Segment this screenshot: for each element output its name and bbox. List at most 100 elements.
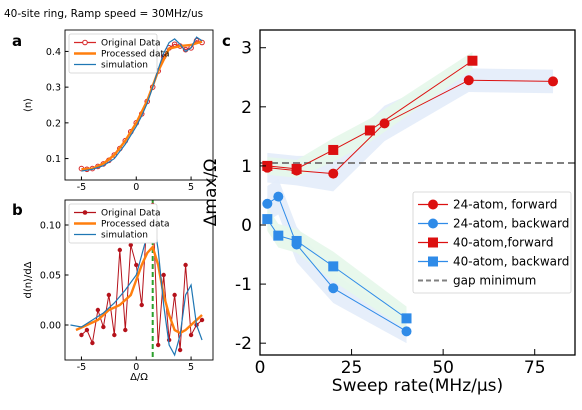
y-tick-label: 0.4 [46, 47, 61, 58]
y-tick-label: 0.3 [46, 83, 61, 94]
data-point [328, 168, 339, 179]
panel-label-a: a [12, 32, 22, 50]
x-tick-label: 50 [432, 358, 454, 378]
data-point [112, 332, 117, 338]
y-tick-label: 0.10 [40, 221, 61, 232]
data-point [139, 302, 144, 308]
legend-label: simulation [101, 231, 148, 241]
data-point [328, 283, 339, 294]
data-point [401, 313, 412, 324]
x-tick-label: 0 [133, 362, 139, 373]
legend-swatch-marker [428, 218, 438, 229]
data-point [101, 324, 106, 330]
data-point [401, 326, 412, 337]
data-point [262, 198, 273, 209]
data-point [273, 230, 284, 241]
data-point [273, 191, 284, 202]
legend-box [412, 191, 572, 294]
confidence-band-3 [267, 51, 473, 178]
data-point [117, 247, 123, 253]
data-point [123, 327, 128, 333]
y-tick-label: 1 [241, 157, 252, 177]
y-tick-label: -2 [235, 334, 252, 354]
y-tick-label: 0.2 [46, 118, 61, 129]
y-axis-label: d⟨n⟩/dΔ [23, 261, 34, 298]
x-tick-label: 75 [524, 358, 546, 378]
legend-swatch-marker [428, 237, 438, 248]
data-point [199, 317, 205, 323]
legend-label: Original Data [101, 39, 161, 49]
data-point [364, 125, 375, 136]
legend: 24-atom, forward 24-atom, backward 40-atom… [412, 191, 572, 294]
plot-frame [64, 29, 214, 181]
data-point [95, 307, 101, 313]
y-tick-label: 0 [241, 216, 252, 236]
data-point [84, 327, 90, 333]
y-axis-label: Δmax/Ω [201, 159, 221, 226]
x-tick-label: 5 [188, 182, 194, 193]
data-point [379, 118, 390, 129]
x-tick-label: 0 [255, 358, 266, 378]
data-point [463, 75, 474, 86]
y-axis-label: ⟨n⟩ [23, 98, 34, 112]
legend-label: 24-atom, forward [453, 198, 557, 212]
series-line-2 [75, 244, 203, 335]
x-tick-label: -5 [77, 362, 86, 373]
data-point [262, 214, 273, 225]
chart-b: -5 0 5 0.00 0.05 0.10 Δ/Ω d⟨n⟩/dΔ Original DataP… [23, 199, 214, 383]
x-tick-label: -5 [77, 182, 86, 193]
y-tick-label: 0.05 [40, 271, 61, 282]
data-point [128, 242, 133, 248]
data-point [188, 332, 194, 338]
figure-title: 40-site ring, Ramp speed = 30MHz/us [4, 8, 203, 20]
legend-label: Processed data [101, 50, 170, 60]
legend-box [68, 203, 158, 244]
x-tick-label: 5 [188, 362, 194, 373]
legend-label: Processed data [101, 220, 170, 230]
legend-label: 40-atom, backward [453, 255, 569, 269]
y-tick-label: 3 [241, 39, 252, 59]
data-point [106, 292, 112, 298]
x-tick-label: 25 [341, 358, 363, 378]
data-point [161, 272, 166, 278]
data-point [155, 342, 161, 348]
legend-swatch-marker [82, 210, 88, 215]
legend-swatch-marker [428, 199, 438, 210]
y-tick-label: -1 [235, 275, 252, 295]
legend-swatch-marker [82, 39, 88, 46]
data-point [134, 262, 139, 268]
legend-box [68, 33, 158, 74]
panel-label-b: b [12, 201, 23, 219]
legend-label: gap minimum [453, 274, 536, 288]
legend-label: 24-atom, backward [453, 217, 569, 231]
legend-swatch-marker [428, 256, 438, 267]
data-point [262, 160, 273, 171]
x-axis-label: Sweep rate(MHz/μs) [332, 376, 503, 396]
data-point [291, 163, 302, 174]
plot-frame [64, 199, 214, 361]
y-tick-label: 2 [241, 98, 252, 118]
legend-label: simulation [101, 61, 148, 71]
data-point [328, 144, 339, 155]
data-point [328, 261, 339, 272]
x-tick-label: 0 [133, 182, 139, 193]
data-point [291, 235, 302, 246]
legend-label: Original Data [101, 209, 161, 219]
data-point [79, 332, 84, 338]
panel-label-c: c [222, 32, 231, 50]
data-point [183, 262, 188, 268]
chart-a: -5 0 5 0.1 0.2 0.3 0.4 ⟨n⟩ Original DataProcesse… [23, 29, 214, 193]
confidence-band-1 [267, 68, 554, 192]
data-point [177, 347, 183, 353]
y-tick-label: 0.1 [46, 154, 61, 165]
x-axis-label: Δ/Ω [130, 372, 148, 383]
data-point [548, 76, 559, 87]
chart-c: 0 25 50 75 -2 -1 0 1 2 3 Sweep rate(MHz/μs) Δmax/Ω 2… [201, 29, 576, 396]
y-tick-label: 0.00 [40, 321, 61, 332]
series-line-3 [81, 36, 203, 172]
data-point [172, 292, 177, 298]
data-point [467, 55, 478, 66]
